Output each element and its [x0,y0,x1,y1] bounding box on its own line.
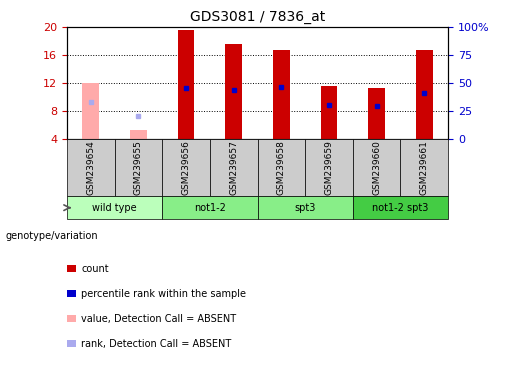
Text: not1-2 spt3: not1-2 spt3 [372,203,428,213]
FancyBboxPatch shape [210,139,258,197]
FancyBboxPatch shape [258,197,353,219]
FancyBboxPatch shape [353,139,401,197]
FancyBboxPatch shape [258,139,305,197]
Text: GSM239661: GSM239661 [420,140,428,195]
Bar [130,130,147,139]
FancyBboxPatch shape [162,197,258,219]
FancyBboxPatch shape [162,139,210,197]
Text: not1-2: not1-2 [194,203,226,213]
FancyBboxPatch shape [305,139,353,197]
Text: wild type: wild type [92,203,137,213]
Bar [82,83,99,139]
Text: GSM239657: GSM239657 [229,140,238,195]
Text: spt3: spt3 [295,203,316,213]
Text: GSM239658: GSM239658 [277,140,286,195]
FancyBboxPatch shape [67,139,114,197]
Text: value, Detection Call = ABSENT: value, Detection Call = ABSENT [81,314,236,324]
FancyBboxPatch shape [67,197,162,219]
Title: GDS3081 / 7836_at: GDS3081 / 7836_at [190,10,325,25]
FancyBboxPatch shape [353,197,448,219]
Text: count: count [81,264,109,274]
Text: GSM239660: GSM239660 [372,140,381,195]
FancyBboxPatch shape [401,139,448,197]
Bar [226,45,242,139]
Bar [178,30,194,139]
Text: GSM239655: GSM239655 [134,140,143,195]
Text: percentile rank within the sample: percentile rank within the sample [81,289,246,299]
Text: GSM239656: GSM239656 [182,140,191,195]
Bar [273,50,289,139]
Text: GSM239659: GSM239659 [324,140,333,195]
Text: genotype/variation: genotype/variation [5,231,98,241]
FancyBboxPatch shape [114,139,162,197]
Bar [368,88,385,139]
Bar [321,86,337,139]
Text: GSM239654: GSM239654 [87,140,95,195]
Text: rank, Detection Call = ABSENT: rank, Detection Call = ABSENT [81,339,232,349]
Bar [416,50,433,139]
